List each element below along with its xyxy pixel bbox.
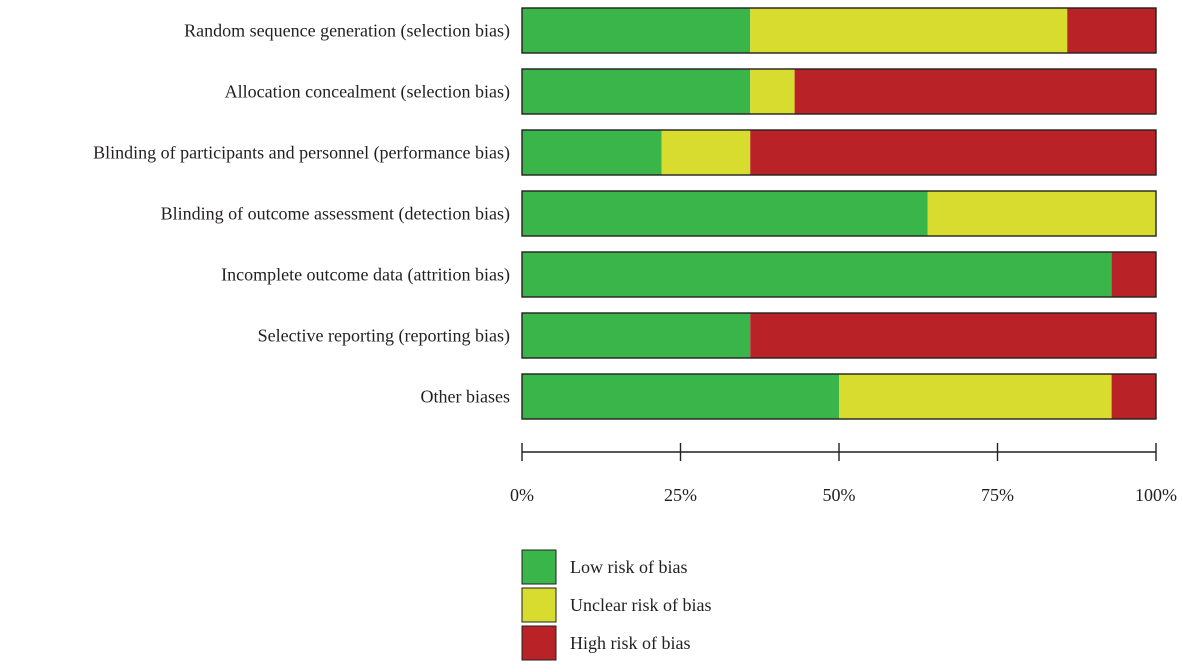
category-label: Other biases (421, 387, 510, 407)
bar-outline (521, 7, 1157, 54)
bar-segment-low (522, 252, 1112, 297)
bar-segment-high (794, 69, 1156, 114)
x-tick-label: 0% (510, 485, 534, 505)
category-label: Selective reporting (reporting bias) (258, 326, 510, 347)
x-tick-label: 25% (664, 485, 697, 505)
bar-segment-low (522, 8, 751, 53)
bar-segment-low (522, 313, 751, 358)
bar-segment-high (1067, 8, 1156, 53)
bar-segment-low (522, 69, 751, 114)
category-label: Random sequence generation (selection bi… (184, 21, 510, 42)
bar-segment-unclear (750, 69, 795, 114)
x-tick-label: 50% (823, 485, 856, 505)
bar-outline (521, 129, 1157, 176)
bar-outline (521, 251, 1157, 298)
legend-swatch-high (521, 625, 557, 661)
bar-segment-unclear (661, 130, 751, 175)
legend-label-low: Low risk of bias (570, 557, 687, 577)
bar-segment-unclear (839, 374, 1112, 419)
bar-segment-unclear (750, 8, 1068, 53)
bar-segment-high (1111, 252, 1156, 297)
bar-outline (521, 68, 1157, 115)
bar-outline (521, 373, 1157, 420)
bar-segment-low (522, 374, 839, 419)
category-label: Incomplete outcome data (attrition bias) (221, 265, 510, 286)
legend-swatch-unclear (521, 587, 557, 623)
category-label: Allocation concealment (selection bias) (225, 82, 510, 103)
x-tick-label: 75% (981, 485, 1014, 505)
category-label: Blinding of participants and personnel (… (93, 143, 510, 164)
bar-outline (521, 312, 1157, 359)
bar-segment-unclear (927, 191, 1156, 236)
bar-segment-low (522, 130, 662, 175)
bar-segment-high (750, 130, 1156, 175)
bar-segment-low (522, 191, 928, 236)
x-tick-label: 100% (1135, 485, 1177, 505)
legend-label-unclear: Unclear risk of bias (570, 595, 711, 615)
bar-outline (521, 190, 1157, 237)
category-label: Blinding of outcome assessment (detectio… (161, 204, 510, 225)
legend-label-high: High risk of bias (570, 633, 691, 653)
legend-swatch-low (521, 549, 557, 585)
bar-segment-high (750, 313, 1156, 358)
bar-segment-high (1111, 374, 1156, 419)
